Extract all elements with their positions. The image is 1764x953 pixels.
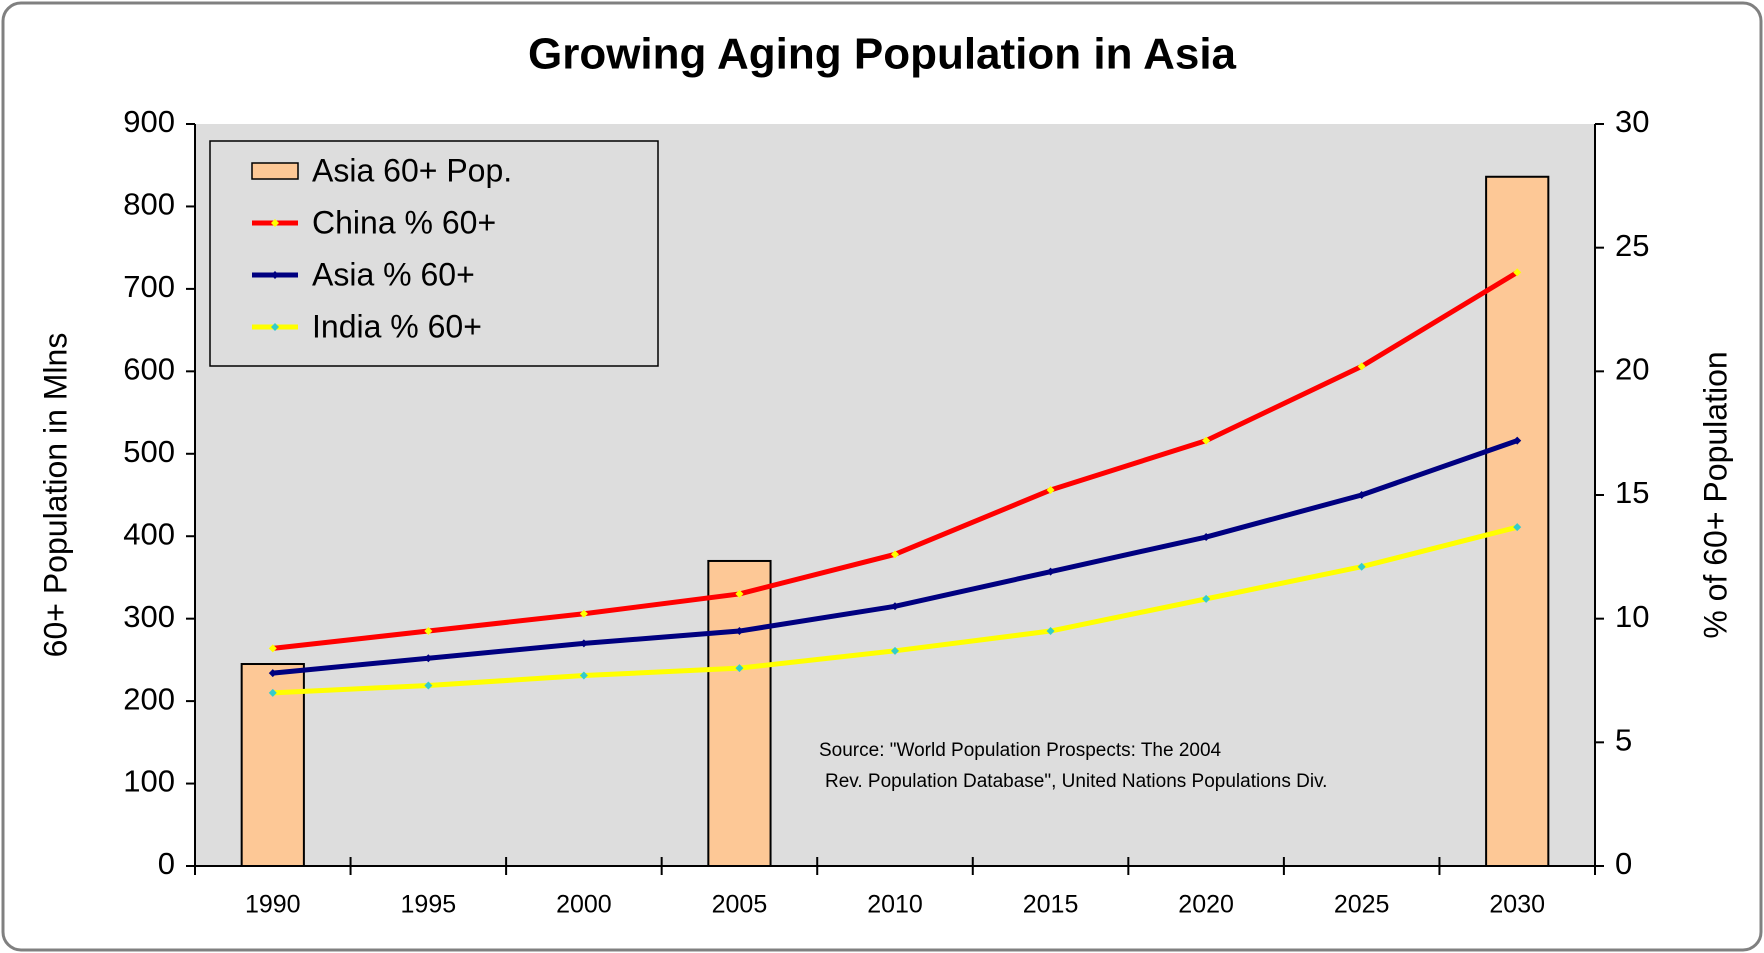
legend-label: China % 60+ (312, 204, 496, 240)
y-tick-label: 900 (123, 104, 175, 139)
y-tick-label: 700 (123, 269, 175, 304)
x-tick-label: 2015 (1023, 891, 1079, 919)
bar (1485, 175, 1550, 867)
y2-tick-label: 10 (1615, 599, 1649, 634)
y-tick-label: 500 (123, 434, 175, 469)
annotation: Source: "World Population Prospects: The… (819, 740, 1222, 761)
marker (1202, 436, 1211, 445)
x-tick-label: 2005 (712, 891, 768, 919)
marker (424, 627, 433, 636)
y-tick-label: 200 (123, 681, 175, 716)
annotation: Rev. Population Database", United Nation… (825, 771, 1327, 792)
y2-tick-label: 15 (1615, 475, 1649, 510)
legend-swatch (251, 162, 299, 180)
y-tick-label: 400 (123, 516, 175, 551)
marker (1357, 491, 1366, 499)
legend-label: India % 60+ (312, 308, 482, 344)
y2-tick-label: 0 (1615, 846, 1632, 881)
marker (268, 669, 277, 678)
chart-title: Growing Aging Population in Asia (528, 30, 1237, 79)
marker (891, 550, 899, 559)
y-tick-label: 300 (123, 599, 175, 634)
marker (891, 646, 899, 655)
x-tick-label: 2025 (1334, 891, 1390, 919)
marker (1046, 486, 1055, 495)
legend-label: Asia % 60+ (312, 256, 475, 292)
legend-marker (271, 219, 279, 227)
legend-marker (271, 271, 279, 279)
y2-tick-label: 20 (1615, 352, 1649, 387)
marker (424, 681, 433, 690)
marker (1202, 533, 1211, 542)
marker (1513, 436, 1522, 445)
x-tick-label: 2020 (1178, 891, 1234, 919)
y-tick-label: 600 (123, 352, 175, 387)
legend-label: Asia 60+ Pop. (312, 152, 512, 188)
legend-marker (271, 323, 279, 331)
y-axis-label: 60+ Population in Mlns (37, 333, 73, 658)
marker (891, 602, 899, 611)
marker (1202, 594, 1211, 603)
marker (579, 639, 588, 648)
marker (1357, 562, 1366, 571)
marker (1513, 268, 1522, 277)
y-tick-label: 0 (158, 846, 175, 881)
x-tick-label: 2000 (556, 891, 612, 919)
marker (1046, 567, 1055, 576)
x-tick-label: 2010 (867, 891, 923, 919)
x-tick-label: 1990 (245, 891, 301, 919)
marker (268, 644, 277, 653)
marker (424, 654, 433, 663)
x-tick-label: 2030 (1489, 891, 1545, 919)
y-tick-label: 800 (123, 187, 175, 222)
marker (735, 627, 744, 636)
x-tick-label: 1995 (401, 891, 457, 919)
bar (240, 663, 305, 867)
y-tick-label: 100 (123, 764, 175, 799)
marker (735, 589, 744, 598)
bar (707, 559, 772, 867)
marker (1513, 523, 1522, 532)
marker (268, 688, 277, 697)
y2-tick-label: 30 (1615, 104, 1649, 139)
marker (1046, 627, 1055, 636)
y2-tick-label: 25 (1615, 228, 1649, 263)
y2-tick-label: 5 (1615, 723, 1632, 758)
y2-axis-label: % of 60+ Population (1697, 351, 1733, 638)
marker (735, 664, 744, 673)
marker (579, 609, 588, 618)
marker (1357, 362, 1366, 371)
marker (579, 671, 588, 680)
